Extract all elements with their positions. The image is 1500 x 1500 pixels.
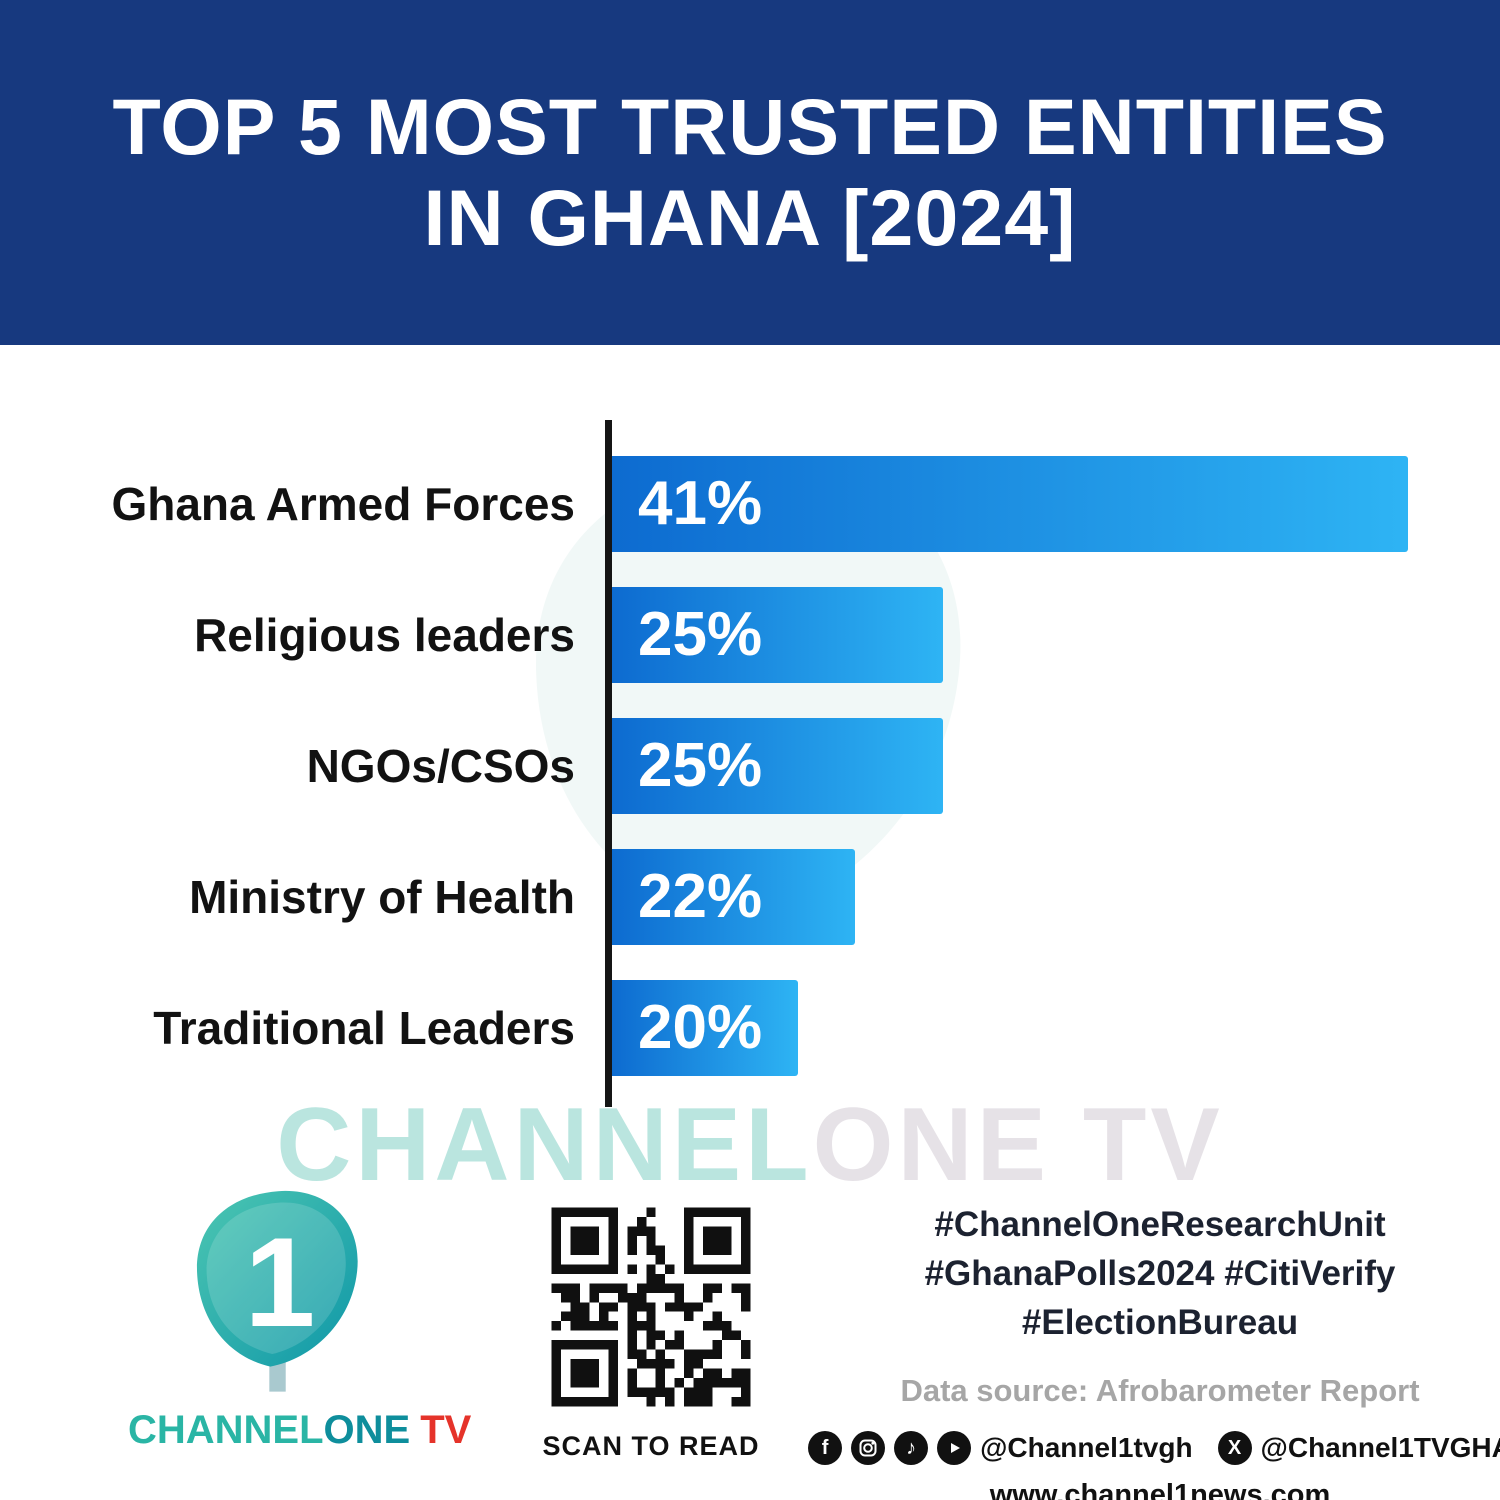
bar-value: 41% <box>638 469 763 538</box>
qr-code <box>542 1198 760 1416</box>
hashtag-line: #ChannelOneResearchUnit <box>934 1205 1386 1244</box>
bar-track: 22% <box>612 848 1450 945</box>
channel-one-logo-block: 1 CHANNELONE TV <box>128 1175 471 1453</box>
x-icon: X <box>1217 1431 1252 1465</box>
facebook-icon: f <box>808 1431 843 1465</box>
bar: 20% <box>612 979 799 1076</box>
chart-row: Traditional Leaders 20% <box>45 962 1450 1093</box>
data-source-text: Data source: Afrobarometer Report <box>900 1373 1420 1408</box>
bar-value: 22% <box>638 862 763 931</box>
brand-channel: CHANNEL <box>128 1408 324 1452</box>
bar: 25% <box>612 586 943 683</box>
bar: 25% <box>612 717 943 814</box>
qr-block: SCAN TO READ <box>538 1198 764 1462</box>
watermark-channel: CHANNEL <box>276 1087 813 1203</box>
chart-axis <box>605 420 612 1107</box>
page-title-line1: TOP 5 MOST TRUSTED ENTITIES <box>112 81 1388 171</box>
youtube-icon <box>937 1431 972 1465</box>
chart-row: Religious leaders 25% <box>45 569 1450 700</box>
watermark-one-tv: ONE TV <box>812 1087 1224 1203</box>
brand-one: ONE <box>323 1408 411 1452</box>
instagram-icon <box>851 1431 886 1465</box>
hashtag-line: #GhanaPolls2024 #CitiVerify <box>924 1254 1396 1293</box>
logo-digit: 1 <box>245 1211 316 1353</box>
bar-label: Ministry of Health <box>189 870 575 923</box>
brand-tv: TV <box>420 1408 472 1452</box>
bar: 22% <box>612 848 856 945</box>
bar-label: NGOs/CSOs <box>306 739 575 792</box>
qr-caption: SCAN TO READ <box>542 1431 760 1461</box>
chart-row: Ministry of Health 22% <box>45 831 1450 962</box>
bar-chart: Ghana Armed Forces 41% Religious leaders… <box>45 420 1450 1107</box>
tiktok-icon: ♪ <box>894 1431 929 1465</box>
footer-info-block: #ChannelOneResearchUnit #GhanaPolls2024 … <box>808 1200 1500 1500</box>
hashtags: #ChannelOneResearchUnit #GhanaPolls2024 … <box>900 1200 1420 1347</box>
channel-one-logo-icon: 1 <box>196 1190 358 1392</box>
bar-track: 41% <box>612 455 1450 552</box>
page-title-line2: IN GHANA [2024] <box>423 172 1077 262</box>
chart-rows: Ghana Armed Forces 41% Religious leaders… <box>45 420 1450 1107</box>
brand-wordmark: CHANNELONE TV <box>128 1408 471 1453</box>
header-banner: TOP 5 MOST TRUSTED ENTITIES IN GHANA [20… <box>0 0 1500 345</box>
social-row: f ♪ @Channel1tvgh X @Channel1TVGHA <box>808 1431 1500 1465</box>
chart-row: Ghana Armed Forces 41% <box>45 438 1450 569</box>
bar-value: 25% <box>638 731 763 800</box>
website-url: www.channel1news.com <box>989 1479 1331 1500</box>
bar-value: 25% <box>638 600 763 669</box>
bar-label: Traditional Leaders <box>153 1001 575 1054</box>
bar-track: 25% <box>612 717 1450 814</box>
bar-track: 25% <box>612 586 1450 683</box>
bar: 41% <box>612 455 1409 552</box>
hashtag-line: #ElectionBureau <box>1021 1303 1299 1342</box>
social-handle-main: @Channel1tvgh <box>980 1432 1193 1463</box>
bar-track: 20% <box>612 979 1450 1076</box>
social-handle-x: @Channel1TVGHA <box>1260 1432 1500 1463</box>
bar-value: 20% <box>638 993 763 1062</box>
bar-label: Religious leaders <box>194 608 575 661</box>
bar-label: Ghana Armed Forces <box>111 477 575 530</box>
brand-watermark-text: CHANNELONE TV <box>0 1086 1500 1205</box>
chart-row: NGOs/CSOs 25% <box>45 700 1450 831</box>
